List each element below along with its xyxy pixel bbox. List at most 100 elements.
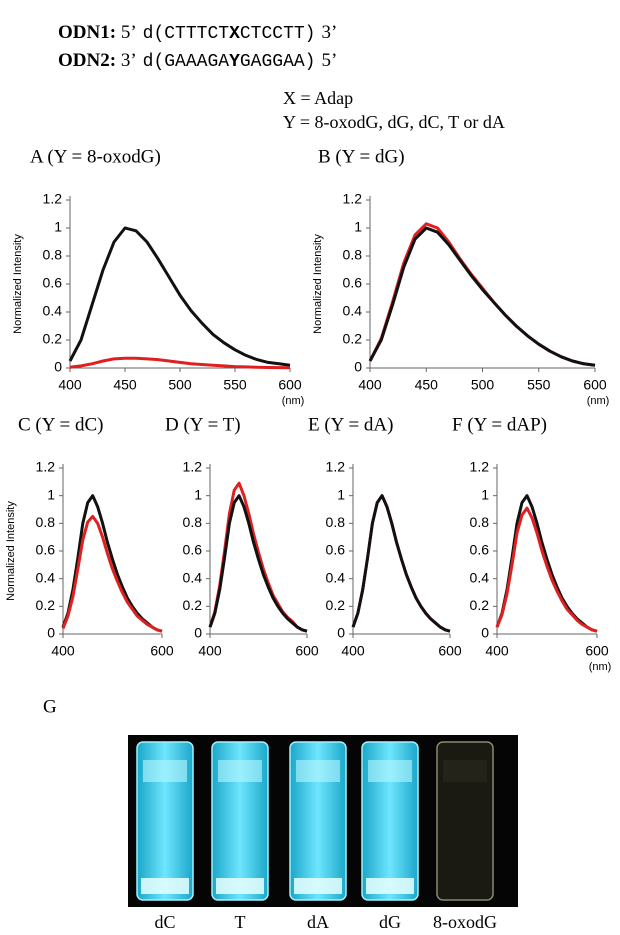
- x-axis-label: (nm): [589, 661, 612, 673]
- tube-label: dC: [154, 912, 175, 932]
- series-line: [68, 226, 291, 367]
- note: Y = 8-oxodG, dG, dC, T or dA: [283, 112, 505, 132]
- y-tick-label: 0.4: [43, 303, 63, 319]
- x-tick-label: 600: [438, 643, 462, 659]
- series-line: [368, 222, 596, 367]
- y-tick-label: 1.2: [343, 191, 363, 207]
- y-tick-label: 0.8: [326, 514, 346, 530]
- y-tick-label: 0.6: [43, 275, 63, 291]
- x-axis-label: (nm): [587, 395, 610, 407]
- x-tick-label: 550: [527, 377, 551, 393]
- note: X = Adap: [283, 88, 354, 108]
- tube-glow: [366, 878, 414, 894]
- y-tick-label: 0.2: [326, 597, 346, 613]
- tube-neck: [143, 760, 187, 782]
- y-tick-label: 0: [354, 359, 362, 375]
- y-tick-label: 0.6: [36, 542, 56, 558]
- odn1-line: ODN1: 5’ d(CTTTCTXCTCCTT) 3’: [58, 22, 343, 44]
- x-tick-label: 600: [583, 377, 607, 393]
- x-tick-label: 400: [51, 643, 75, 659]
- sequence: CTCCTT): [239, 24, 316, 44]
- chart-title: F (Y = dAP): [452, 414, 547, 435]
- y-tick-label: 1.2: [470, 459, 490, 475]
- y-tick-label: 0.8: [183, 514, 203, 530]
- tube-neck: [443, 760, 487, 782]
- y-tick-label: 0.8: [43, 247, 63, 263]
- y-tick-label: 0: [337, 625, 345, 641]
- sequence: d(CTTTCT: [142, 24, 230, 44]
- x-tick-label: 600: [278, 377, 302, 393]
- y-tick-label: 0.2: [43, 331, 63, 347]
- y-tick-label: 0: [54, 359, 62, 375]
- sequence: GAGGAA): [239, 52, 316, 72]
- y-tick-label: 0.4: [326, 569, 346, 585]
- y-tick-label: 0.4: [343, 303, 363, 319]
- sequence: d(GAAAGA: [142, 52, 230, 72]
- y-tick-label: 0.4: [36, 569, 56, 585]
- tube-glow: [141, 878, 189, 894]
- x-tick-label: 400: [341, 643, 365, 659]
- chart-title: B (Y = dG): [318, 146, 405, 167]
- y-tick-label: 0.2: [343, 331, 363, 347]
- tube-glow: [294, 878, 342, 894]
- x-tick-label: 400: [198, 643, 222, 659]
- series-line: [351, 494, 451, 633]
- y-axis-label: Normalized Intensity: [312, 234, 324, 334]
- odn-label: ODN1:: [58, 22, 117, 43]
- y-tick-label: 1: [337, 486, 345, 502]
- y-tick-label: 0.2: [36, 597, 56, 613]
- series-line: [69, 356, 291, 370]
- y-tick-label: 1: [47, 486, 55, 502]
- tube-label: dG: [379, 912, 401, 932]
- x-tick-label: 500: [168, 377, 192, 393]
- x-tick-label: 450: [415, 377, 439, 393]
- x-tick-label: 600: [295, 643, 319, 659]
- modified-base: X: [229, 24, 240, 44]
- y-tick-label: 0.4: [183, 569, 203, 585]
- y-tick-label: 0.6: [470, 542, 490, 558]
- y-tick-label: 1: [54, 219, 62, 235]
- strand-end: 5’: [120, 22, 137, 43]
- series-line: [495, 506, 598, 633]
- modified-base: Y: [229, 52, 240, 72]
- y-tick-label: 0.2: [183, 597, 203, 613]
- x-tick-label: 400: [485, 643, 509, 659]
- series-line: [368, 226, 596, 367]
- tube-label: T: [235, 912, 246, 932]
- strand-end: 5’: [321, 50, 338, 71]
- tube-label: dA: [307, 912, 329, 932]
- y-tick-label: 0.6: [343, 275, 363, 291]
- y-tick-label: 0.2: [470, 597, 490, 613]
- y-tick-label: 1.2: [43, 191, 63, 207]
- y-tick-label: 0: [47, 625, 55, 641]
- chart-title: C (Y = dC): [18, 414, 103, 435]
- y-tick-label: 0.8: [470, 514, 490, 530]
- y-tick-label: 1: [354, 219, 362, 235]
- y-tick-label: 1.2: [183, 459, 203, 475]
- tube-label: 8-oxodG: [433, 912, 497, 932]
- panel-label: G: [43, 696, 57, 717]
- tube-glow: [216, 878, 264, 894]
- y-tick-label: 0: [194, 625, 202, 641]
- x-tick-label: 450: [113, 377, 137, 393]
- x-tick-label: 400: [58, 377, 82, 393]
- y-tick-label: 0.6: [183, 542, 203, 558]
- x-tick-label: 400: [358, 377, 382, 393]
- tube-neck: [296, 760, 340, 782]
- chart-title: A (Y = 8-oxodG): [30, 146, 161, 167]
- y-tick-label: 0.6: [326, 542, 346, 558]
- series-line: [61, 514, 163, 633]
- chart-title: E (Y = dA): [308, 414, 393, 435]
- y-tick-label: 1.2: [326, 459, 346, 475]
- y-tick-label: 1.2: [36, 459, 56, 475]
- tube-neck: [368, 760, 412, 782]
- series-line: [208, 494, 308, 633]
- chart-title: D (Y = T): [165, 414, 241, 435]
- odn2-line: ODN2: 3’ d(GAAAGAYGAGGAA) 5’: [58, 50, 343, 72]
- y-tick-label: 1: [194, 486, 202, 502]
- y-tick-label: 0.8: [36, 514, 56, 530]
- y-axis-label: Normalized Intensity: [12, 234, 24, 334]
- x-tick-label: 600: [150, 643, 174, 659]
